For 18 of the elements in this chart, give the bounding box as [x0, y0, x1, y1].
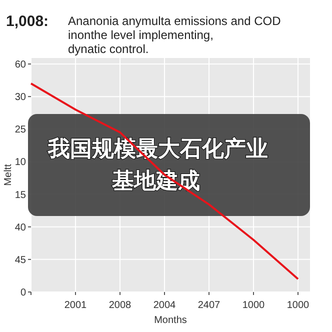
category-label: 25 — [14, 124, 26, 136]
x-tick-label: 2407 — [198, 300, 221, 311]
x-tick-label: 1000 — [286, 300, 310, 311]
x-axis-title: Months — [154, 315, 187, 326]
category-label: 30 — [14, 92, 26, 104]
category-label: 40 — [14, 222, 26, 234]
chart-title: 1,008: — [6, 13, 49, 30]
x-tick-label: 1000 — [242, 300, 266, 311]
category-label: 45 — [14, 254, 26, 266]
x-tick-label: 2008 — [108, 300, 132, 311]
category-label: 60 — [14, 60, 26, 70]
category-label: 10 — [14, 157, 26, 168]
x-tick-label: 2004 — [153, 300, 176, 311]
category-label: 15 — [14, 190, 26, 201]
y-axis-title: Meltt — [3, 164, 14, 186]
x-tick-label: 2001 — [64, 300, 88, 311]
category-label: 0 — [20, 288, 26, 298]
chart-subtitle: Ananonia anymulta emissions and COD inonthe level implementing, dynatic control. — [68, 14, 282, 56]
